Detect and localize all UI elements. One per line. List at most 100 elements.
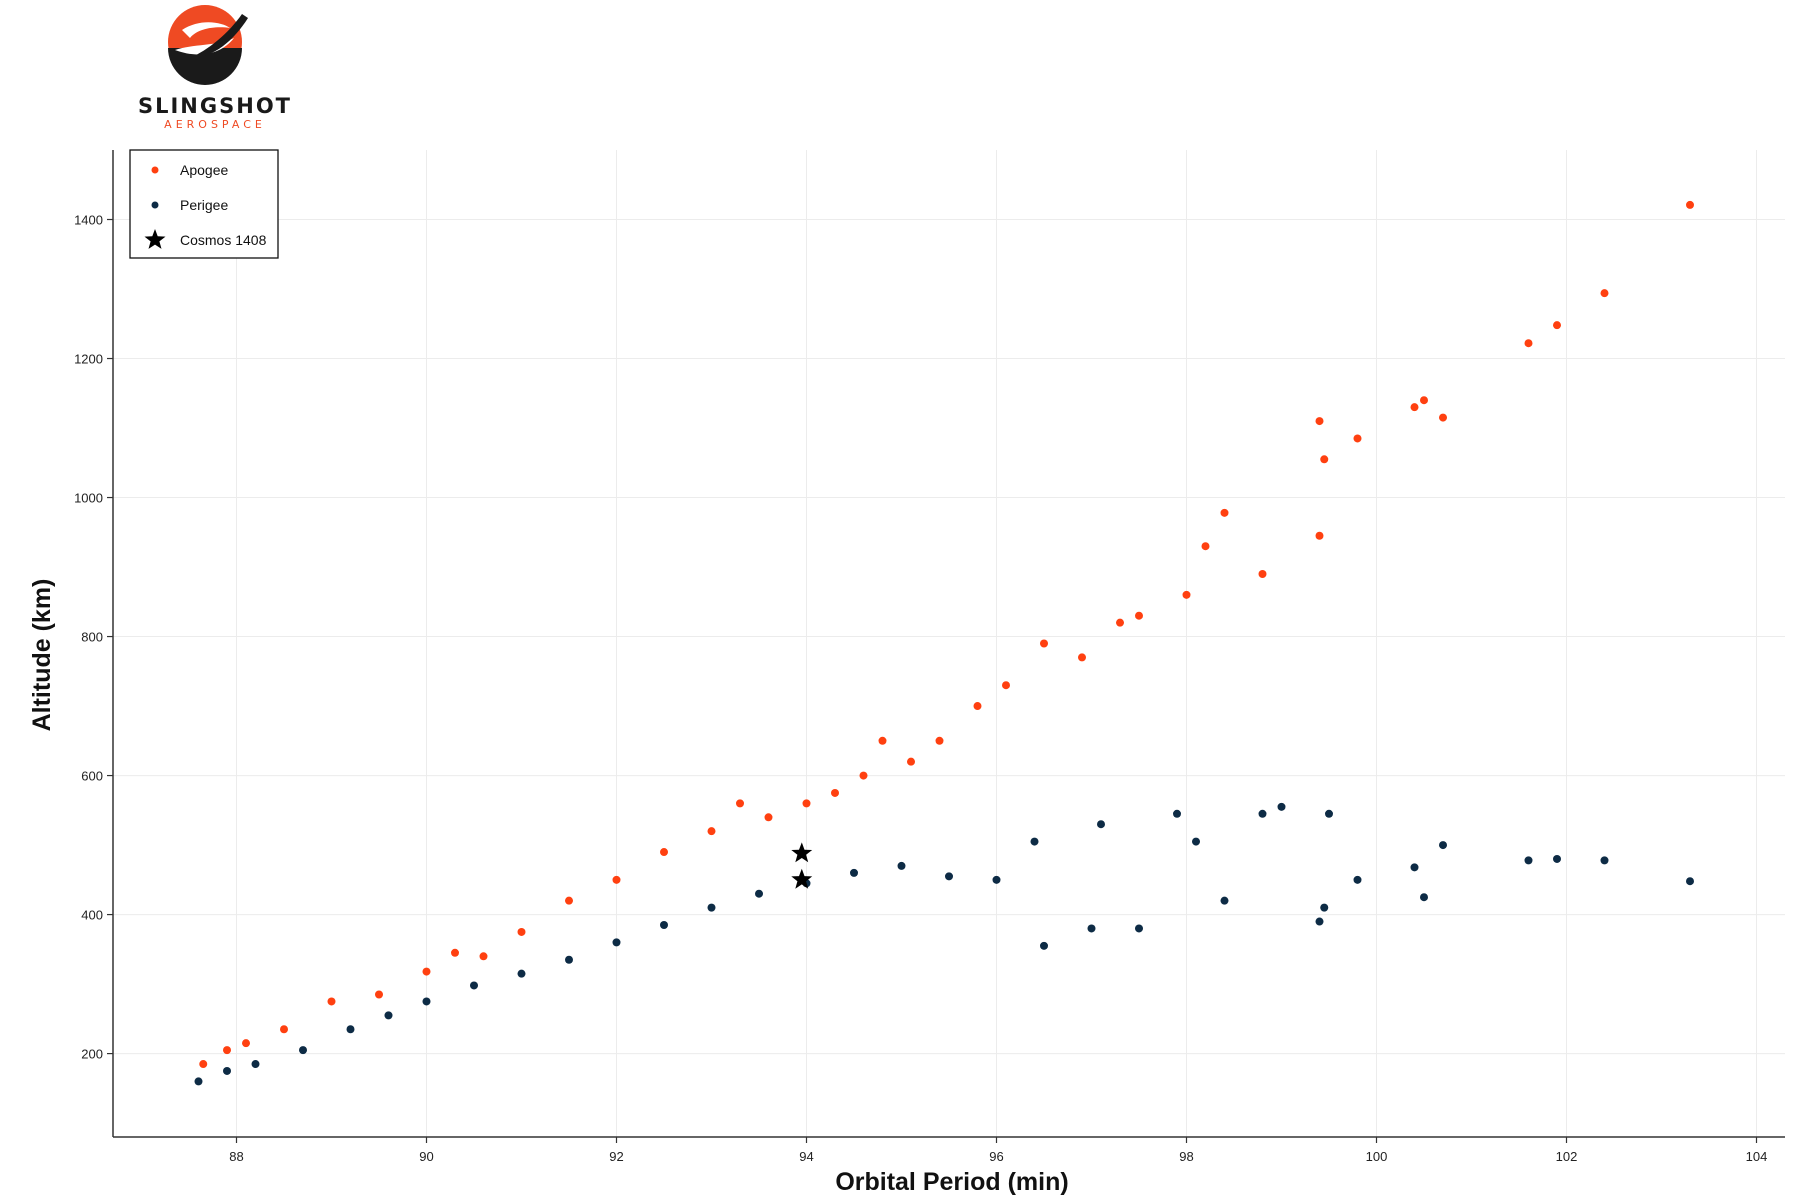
perigee-point	[1277, 802, 1286, 811]
apogee-point	[859, 771, 868, 780]
perigee-point	[384, 1011, 393, 1020]
axes	[112, 150, 1785, 1138]
apogee-point	[1320, 455, 1329, 464]
apogee-point	[1002, 681, 1010, 690]
perigee-point	[1173, 809, 1181, 818]
x-tick-label: 102	[1556, 1149, 1578, 1164]
apogee-point	[973, 702, 982, 711]
x-tick-label: 100	[1366, 1149, 1388, 1164]
apogee-point	[451, 948, 459, 957]
apogee-point	[327, 997, 336, 1006]
apogee-point	[1553, 321, 1561, 330]
x-tick-label: 92	[609, 1149, 623, 1164]
apogee-point	[1410, 403, 1419, 412]
legend-label: Perigee	[180, 197, 228, 213]
apogee-point	[565, 896, 573, 905]
apogee-point	[1078, 653, 1086, 662]
y-tick-label: 1400	[74, 213, 103, 228]
apogee-point	[1040, 639, 1048, 648]
apogee-point	[1686, 200, 1694, 209]
y-tick-label: 200	[81, 1047, 103, 1062]
apogee-point	[707, 827, 716, 836]
y-axis-ticks: 200 400 600 800 1000 1200 1400	[74, 213, 113, 1062]
apogee-point	[736, 799, 744, 808]
perigee-point	[755, 889, 763, 898]
apogee-point	[935, 736, 944, 745]
perigee-point	[1135, 924, 1143, 933]
legend: Apogee Perigee Cosmos 1408	[129, 149, 279, 259]
perigee-point	[194, 1077, 203, 1086]
apogee-point	[1258, 569, 1267, 578]
perigee-point	[612, 938, 621, 947]
apogee-point	[1116, 618, 1124, 627]
legend-label: Apogee	[180, 162, 228, 178]
apogee-point	[199, 1060, 208, 1069]
y-tick-label: 400	[81, 908, 103, 923]
perigee-point	[223, 1066, 231, 1075]
logo-wordmark: SLINGSHOT	[137, 94, 292, 118]
perigee-point	[1553, 854, 1561, 863]
perigee-point	[1686, 877, 1694, 886]
apogee-point	[660, 848, 668, 857]
apogee-point	[1182, 590, 1191, 599]
apogee-point	[612, 875, 621, 884]
cosmos-1408-marker	[791, 842, 813, 863]
apogee-point	[764, 813, 773, 822]
perigee-point	[1030, 837, 1039, 846]
perigee-point	[1258, 809, 1267, 818]
legend-star-marker	[144, 229, 166, 249]
x-tick-label: 96	[989, 1149, 1003, 1164]
apogee-point	[479, 952, 488, 961]
apogee-point	[223, 1046, 231, 1055]
y-tick-label: 600	[81, 769, 103, 784]
cosmos-1408-marker	[791, 868, 813, 889]
perigee-point	[470, 981, 478, 990]
perigee-point	[1087, 924, 1096, 933]
perigee-point	[517, 969, 526, 978]
perigee-point	[945, 872, 953, 881]
y-tick-label: 1000	[74, 491, 103, 506]
apogee-point	[1600, 289, 1609, 298]
perigee-point	[1097, 820, 1105, 829]
perigee-point	[1040, 941, 1048, 950]
apogee-point	[1353, 434, 1362, 443]
x-tick-label: 104	[1746, 1149, 1768, 1164]
y-tick-label: 800	[81, 630, 103, 645]
y-tick-label: 1200	[74, 352, 103, 367]
perigee-point	[1325, 809, 1333, 818]
perigee-point	[1315, 917, 1324, 926]
apogee-point	[1420, 396, 1428, 405]
perigee-point	[1410, 863, 1419, 872]
perigee-point	[422, 997, 431, 1006]
perigee-point	[897, 861, 906, 870]
apogee-point	[242, 1039, 250, 1048]
apogee-point	[1201, 542, 1210, 551]
perigee-point	[992, 875, 1001, 884]
perigee-point	[707, 903, 716, 912]
x-tick-label: 98	[1179, 1149, 1193, 1164]
x-tick-label: 90	[419, 1149, 433, 1164]
perigee-point	[299, 1046, 307, 1055]
apogee-point	[1315, 417, 1324, 426]
apogee-point	[878, 736, 887, 745]
apogee-point	[907, 757, 915, 766]
perigee-point	[1524, 856, 1533, 865]
perigee-point	[251, 1060, 260, 1069]
apogee-point	[517, 927, 526, 936]
apogee-point	[1220, 508, 1229, 517]
y-axis-title: Altitude (km)	[28, 579, 56, 732]
grid-lines	[113, 150, 1785, 1137]
legend-marker	[151, 166, 159, 174]
perigee-point	[1192, 837, 1200, 846]
perigee-point	[565, 955, 573, 964]
x-axis-ticks: 88 90 92 94 96 98 100 102 104	[229, 1137, 1767, 1164]
x-axis-title: Orbital Period (min)	[835, 1168, 1068, 1195]
perigee-point	[1439, 841, 1447, 850]
legend-label: Cosmos 1408	[180, 232, 267, 248]
apogee-point	[280, 1025, 288, 1034]
slingshot-logo	[168, 5, 248, 85]
x-tick-label: 94	[799, 1149, 813, 1164]
apogee-point	[1439, 413, 1447, 422]
apogee-point	[422, 967, 431, 976]
